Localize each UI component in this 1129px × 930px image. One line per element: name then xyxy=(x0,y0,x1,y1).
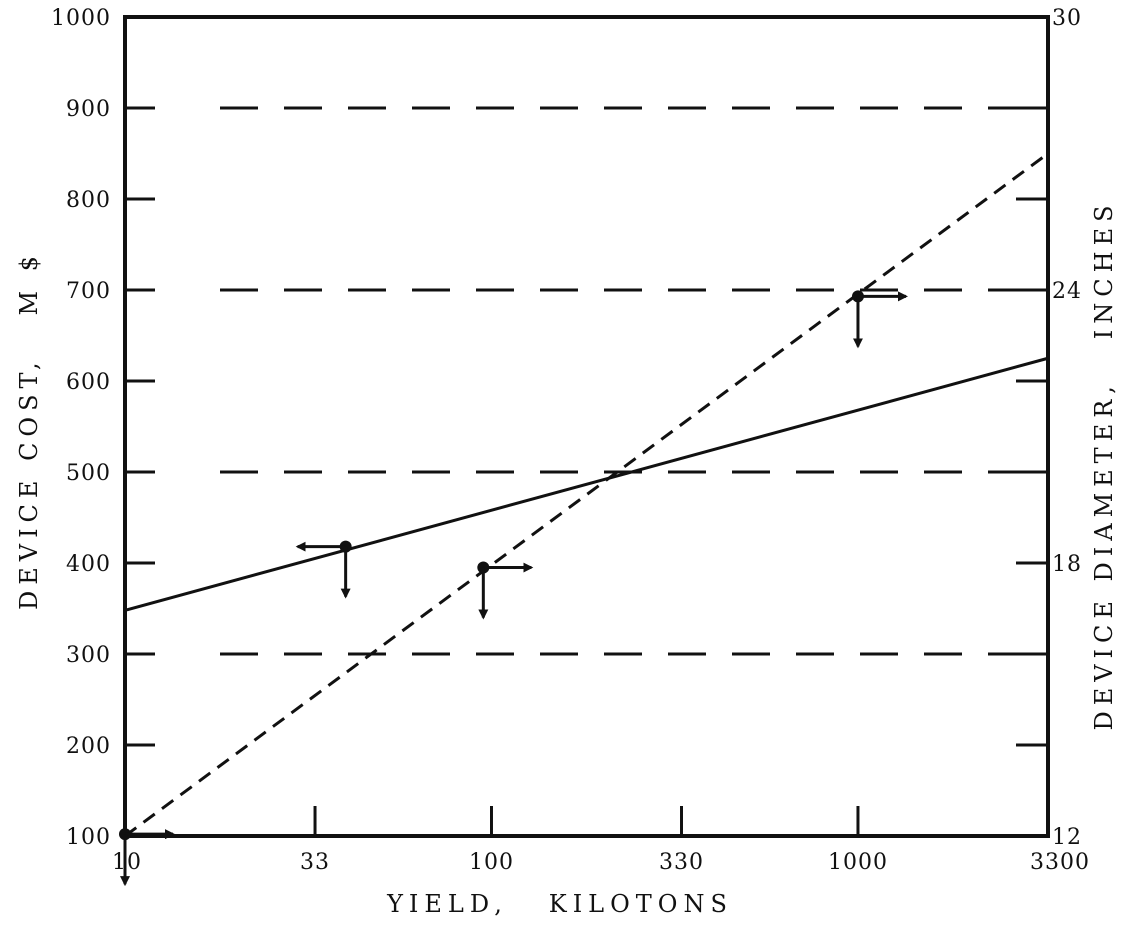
right-axis-title: DEVICE DIAMETER, INCHES xyxy=(1090,199,1118,730)
y-tick-label-right: 12 xyxy=(1052,825,1082,850)
y-tick-label-left: 600 xyxy=(66,370,111,395)
series-layer xyxy=(124,152,1049,838)
y-tick-label-left: 900 xyxy=(66,97,111,122)
x-tick-label: 330 xyxy=(659,850,704,875)
y-tick-label-right: 18 xyxy=(1052,552,1082,577)
cost-line xyxy=(124,356,1049,612)
y-tick-label-left: 200 xyxy=(66,734,111,759)
x-tick-label: 3300 xyxy=(1030,850,1090,875)
x-tick-label: 1000 xyxy=(828,850,888,875)
annotations xyxy=(119,290,908,887)
left-axis: 100 200 300 400 500 600 700 800 900 1000 xyxy=(51,6,155,850)
y-tick-label-left: 1000 xyxy=(51,6,111,31)
y-tick-label-left: 100 xyxy=(66,825,111,850)
y-tick-label-left: 800 xyxy=(66,188,111,213)
right-axis: 12 18 24 30 xyxy=(1016,6,1082,850)
x-tick-label: 33 xyxy=(300,850,330,875)
x-axis-title: YIELD, KILOTONS xyxy=(386,890,733,918)
x-tick-label: 100 xyxy=(469,850,514,875)
y-tick-label-left: 700 xyxy=(66,279,111,304)
y-tick-label-right: 24 xyxy=(1052,279,1082,304)
left-axis-title: DEVICE COST, M $ xyxy=(15,250,43,610)
x-axis: 10 33 100 330 1000 3300 xyxy=(112,806,1090,875)
y-tick-label-left: 300 xyxy=(66,643,111,668)
x-tick-label: 10 xyxy=(112,850,142,875)
y-tick-label-right: 30 xyxy=(1052,6,1082,31)
y-tick-label-left: 500 xyxy=(66,461,111,486)
diameter-line xyxy=(124,152,1049,838)
y-tick-label-left: 400 xyxy=(66,552,111,577)
plot-frame xyxy=(123,15,1050,838)
